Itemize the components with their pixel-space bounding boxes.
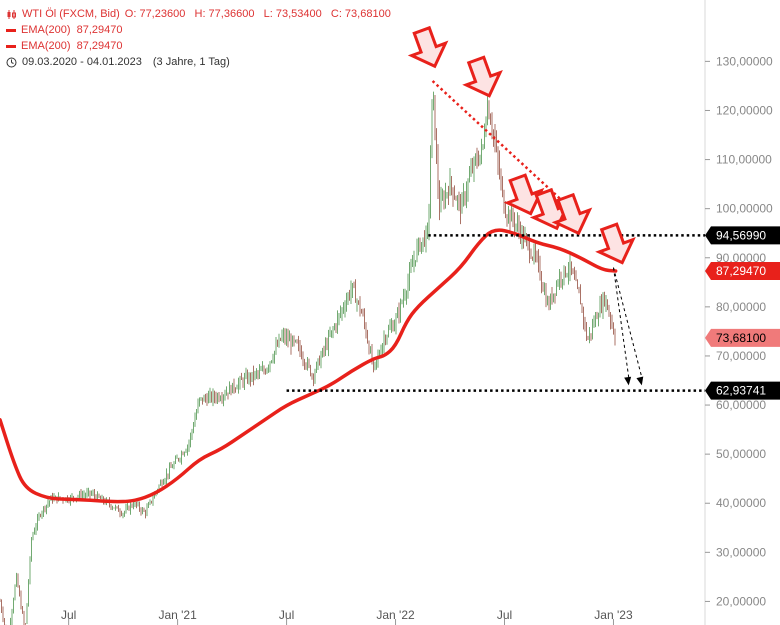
candles [0,88,616,625]
ema-legend-2: EMA(200) 87,29470 [21,40,123,52]
y-tick-label: 40,00000 [716,496,766,510]
clock-icon [6,57,17,68]
y-tick-label: 130,00000 [716,54,773,68]
ema-line [0,228,618,504]
down-arrow-shape [462,55,503,98]
last-price-tag-bg [705,328,780,347]
down-arrow-shape [551,192,593,236]
level-tag-upper: 94,56990 [705,226,780,245]
price-tags-group: 94,56990 87,29470 73,68100 62,93741 [705,226,780,400]
x-tick-label: Jul [497,608,512,622]
ema-line-group [0,228,618,504]
x-tick-label: Jul [61,608,76,622]
forecast-arrowhead [636,376,644,386]
levels-group [286,234,705,392]
chart-legend: WTI Öl (FXCM, Bid) O: 77,23600 H: 77,366… [6,6,391,70]
y-tick-label: 60,00000 [716,398,766,412]
candlestick-icon [6,9,17,20]
y-tick-label: 30,00000 [716,545,766,559]
y-tick-label: 70,00000 [716,349,766,363]
ema-tag: 87,29470 [705,262,780,281]
trend-line [431,80,567,205]
y-tick-label: 20,00000 [716,594,766,608]
ema-swatch-icon [6,44,16,48]
down-arrow-shape [407,25,449,69]
ema-legend-1: EMA(200) 87,29470 [21,24,123,36]
x-tick-label: Jan '23 [594,608,633,622]
grid-and-axis: 130,00000 120,00000 110,00000 100,00000 90,0… [61,0,773,625]
forecast-line [612,267,630,378]
instrument-title: WTI Öl (FXCM, Bid) [22,8,120,20]
forecast-line [612,267,643,378]
y-tick-label: 80,00000 [716,300,766,314]
level-tag-upper-bg [705,226,780,245]
down-arrow-icon [595,222,636,265]
ema-tag-label: 87,29470 [716,264,766,278]
down-arrow-shape [529,187,571,231]
last-price-tag: 73,68100 [705,328,780,347]
level-tag-lower: 62,93741 [705,381,780,400]
down-arrow-icon [551,192,593,236]
down-arrow-icon [503,173,545,216]
y-tick-label: 50,00000 [716,447,766,461]
level-tag-upper-label: 94,56990 [716,228,766,242]
annotations-group [407,25,644,386]
y-tick-label: 90,00000 [716,251,766,265]
y-tick-label: 110,00000 [716,153,772,167]
forecast-arrowhead [624,376,632,386]
date-span: (3 Jahre, 1 Tag) [152,56,230,68]
ema-tag-bg [705,262,780,281]
ohlc-values: O: 77,23600 H: 77,36600 L: 73,53400 C: 7… [124,8,391,20]
down-arrow-shape [595,222,636,265]
ema-swatch-icon [6,28,16,32]
down-arrow-icon [529,187,571,231]
y-tick-label: 120,00000 [716,103,773,117]
x-tick-label: Jan '21 [158,608,197,622]
down-arrow-icon [407,25,449,69]
date-range: 09.03.2020 - 04.01.2023 [22,56,142,68]
down-arrow-icon [462,55,503,98]
level-tag-lower-label: 62,93741 [716,384,766,398]
level-tag-lower-bg [705,381,780,400]
x-tick-label: Jul [279,608,294,622]
x-tick-label: Jan '22 [376,608,415,622]
last-price-tag-label: 73,68100 [716,331,766,345]
down-arrow-shape [503,173,545,216]
y-tick-label: 100,00000 [716,202,773,216]
